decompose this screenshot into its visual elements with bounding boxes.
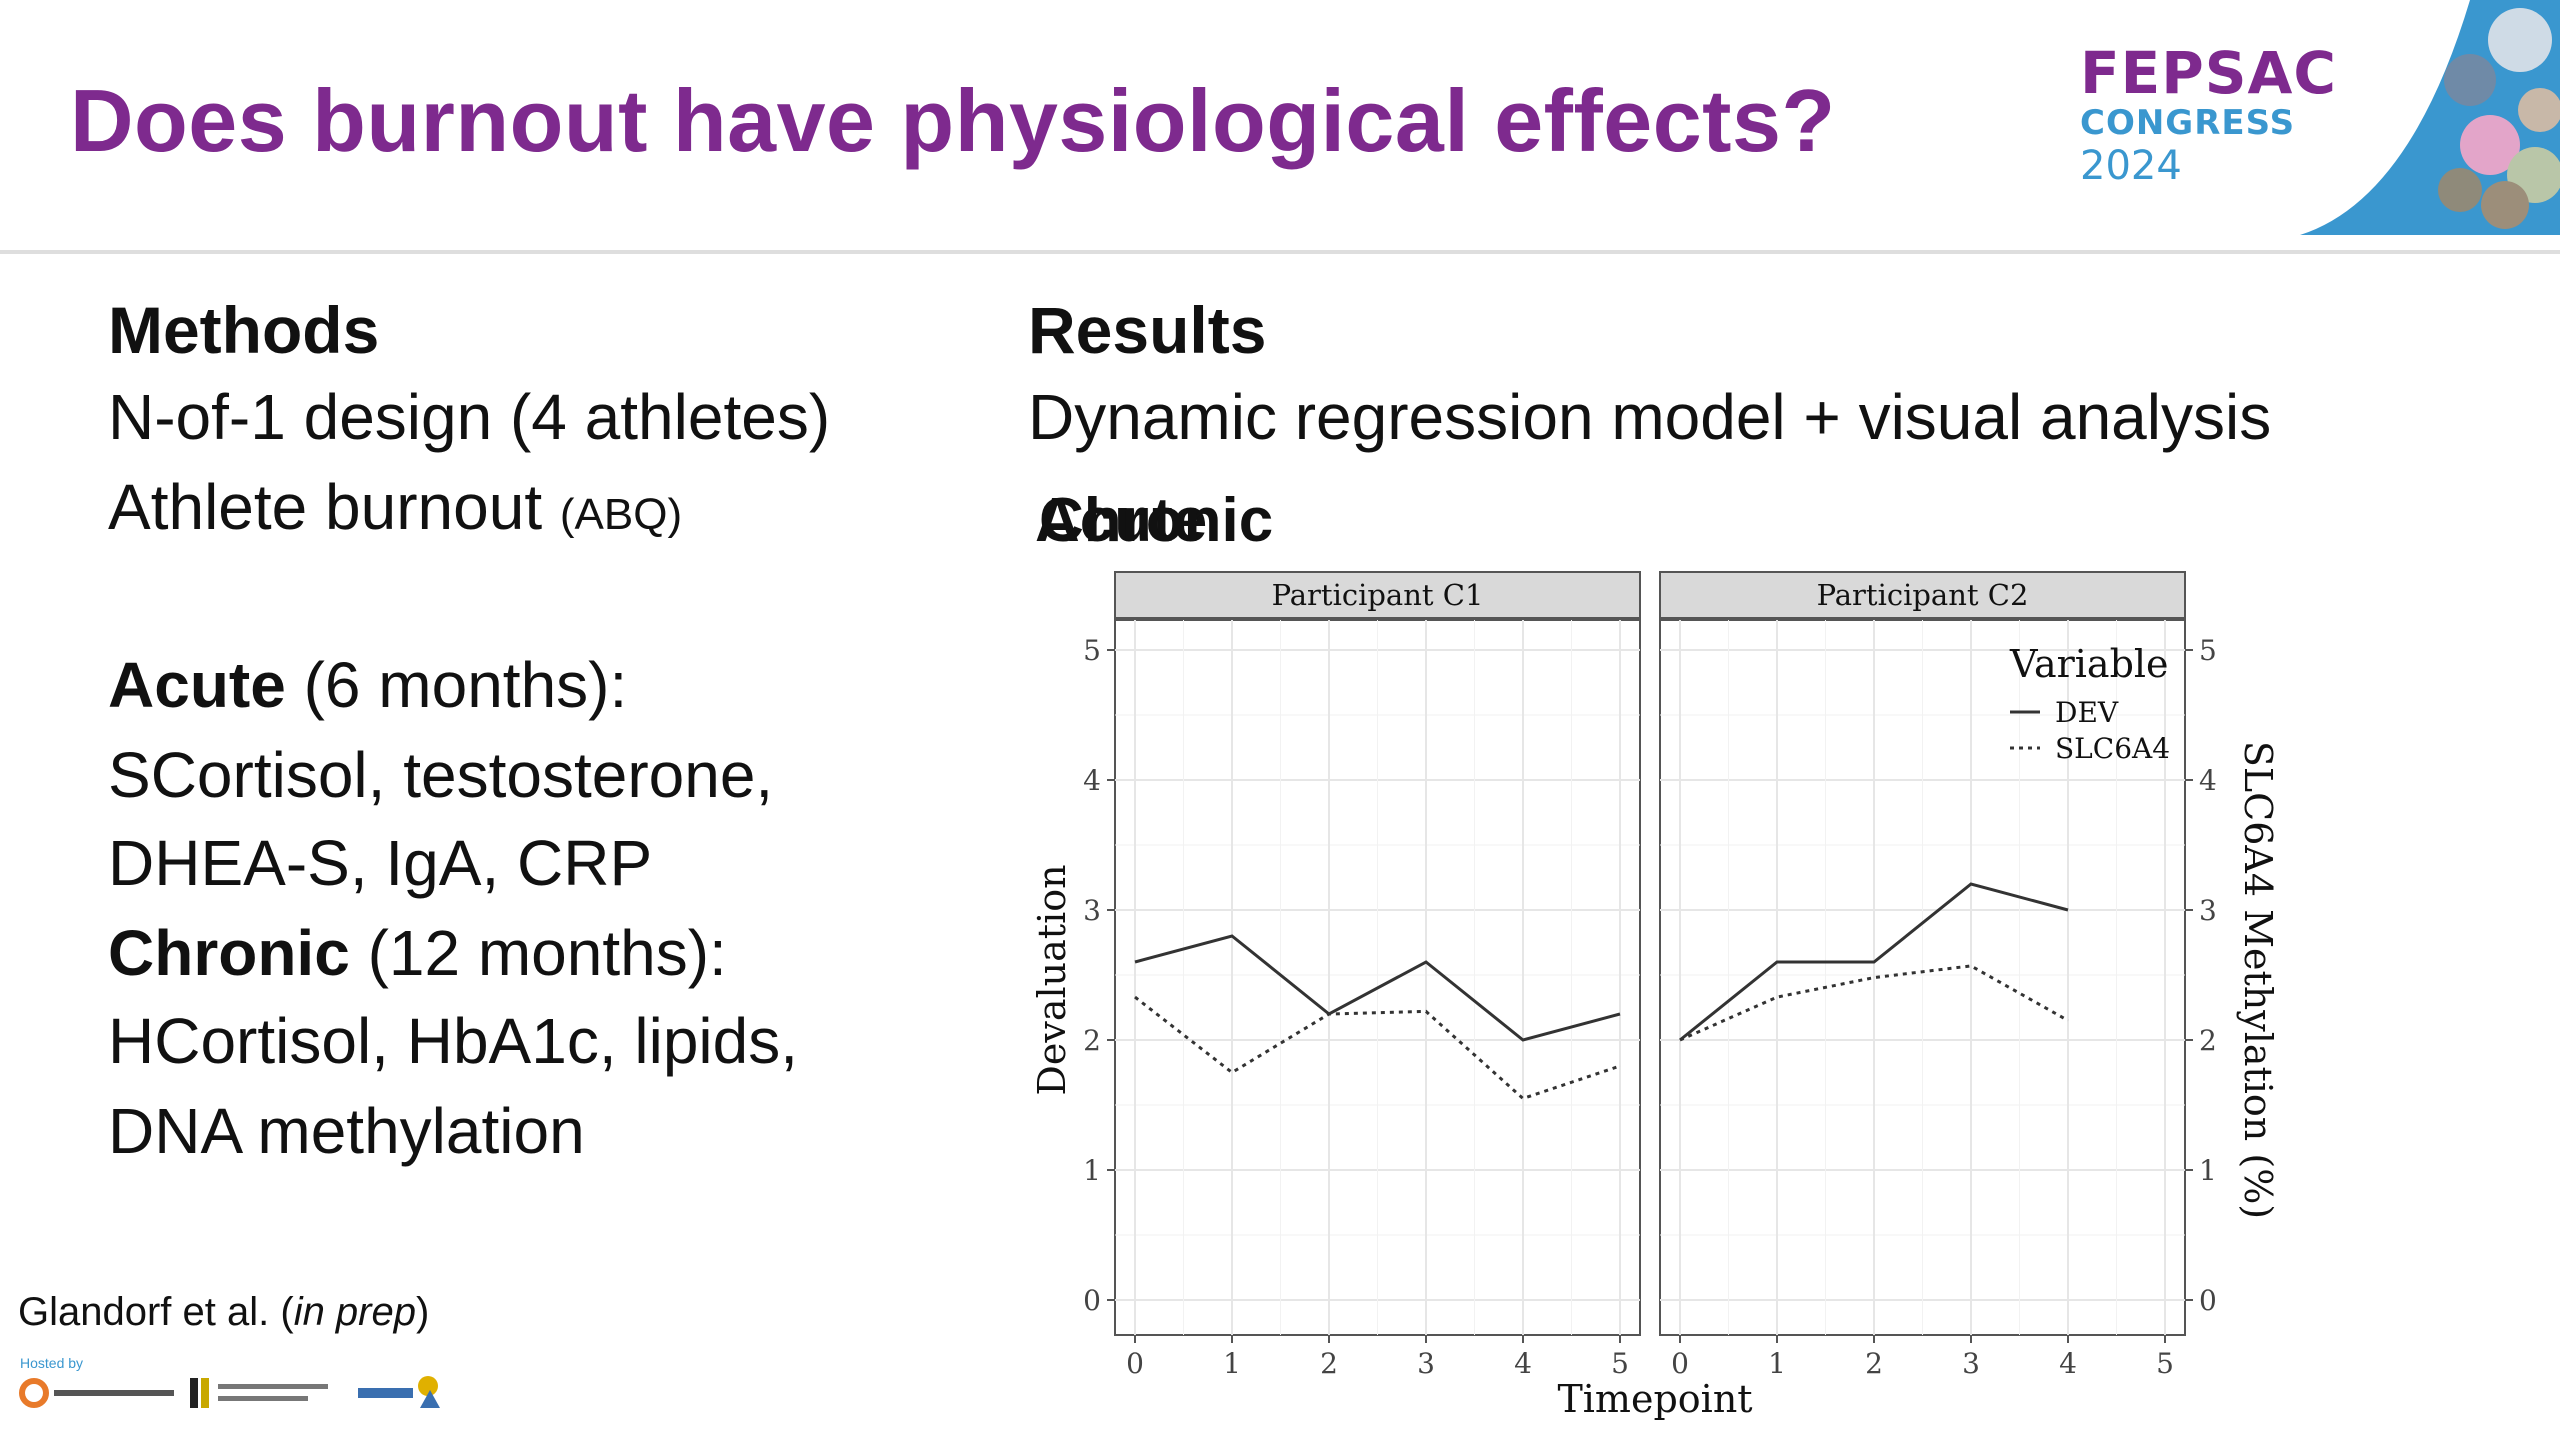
methods-burnout: Athlete burnout (ABQ) xyxy=(108,470,682,544)
chronic-markers-2: DNA methylation xyxy=(108,1095,585,1167)
x-tick-label: 5 xyxy=(1611,1347,1629,1380)
y-tick-label-left: 3 xyxy=(1083,894,1101,927)
slide-title: Does burnout have physiological effects? xyxy=(70,71,1836,170)
acute-duration: (6 months): xyxy=(285,649,628,721)
chronic-markers-1: HCortisol, HbA1c, lipids, xyxy=(108,1005,798,1077)
chart-legend: Variable DEV SLC6A4 xyxy=(2009,642,2170,765)
citation: Glandorf et al. (in prep) xyxy=(18,1290,429,1335)
methods-burnout-main: Athlete burnout xyxy=(108,471,560,543)
y-axis-title-left: Devaluation xyxy=(1030,864,1074,1095)
legend-title: Variable xyxy=(2009,642,2169,686)
y-tick-label-right: 4 xyxy=(2199,764,2217,797)
y-tick-label-right: 0 xyxy=(2199,1284,2217,1317)
logo-line-congress: CONGRESS xyxy=(2080,103,2296,143)
y-tick-label-right: 1 xyxy=(2199,1154,2217,1187)
y-tick-label-left: 2 xyxy=(1083,1024,1101,1057)
overlap-label-acute: Acute xyxy=(1035,486,1208,555)
chronic-label: Chronic xyxy=(108,917,350,989)
sponsor-logo-1 xyxy=(19,1378,174,1408)
x-tick-label: 1 xyxy=(1223,1347,1241,1380)
logo-line-year: 2024 xyxy=(2080,143,2182,189)
sponsor-logos xyxy=(19,1376,440,1408)
citation-authors: Glandorf et al. ( xyxy=(18,1290,294,1334)
x-axis-title: Timepoint xyxy=(1557,1377,1752,1421)
x-tick-label: 2 xyxy=(1865,1347,1883,1380)
methods-heading: Methods xyxy=(108,293,380,367)
x-tick-label: 5 xyxy=(2156,1347,2174,1380)
methods-design: N-of-1 design (4 athletes) xyxy=(108,381,831,453)
methods-burnout-abbrev: (ABQ) xyxy=(559,490,683,539)
chronic-heading: Chronic (12 months): xyxy=(108,916,727,990)
series-slc6a4-line xyxy=(1134,995,1621,1101)
legend-label-slc6a4: SLC6A4 xyxy=(2055,732,2170,765)
legend-label-dev: DEV xyxy=(2055,696,2119,729)
x-tick-label: 1 xyxy=(1768,1347,1786,1380)
x-tick-label: 0 xyxy=(1126,1347,1144,1380)
title-divider xyxy=(0,250,2560,254)
acute-markers-1: SCortisol, testosterone, xyxy=(108,739,774,811)
overlap-label-chronic: Chronic xyxy=(1039,486,1274,555)
acute-markers-2: DHEA-S, IgA, CRP xyxy=(108,827,653,899)
y-axis-title-right: SLC6A4 Methylation (%) xyxy=(2236,741,2280,1219)
y-tick-label-right: 2 xyxy=(2199,1024,2217,1057)
x-tick-label: 4 xyxy=(2059,1347,2077,1380)
y-tick-label-left: 4 xyxy=(1083,764,1101,797)
acute-heading: Acute (6 months): xyxy=(108,648,627,722)
panel-strip xyxy=(1659,571,2186,619)
logo-wordmark: FEPSAC CONGRESS 2024 xyxy=(2080,44,2337,186)
fepsac-logo: FEPSAC CONGRESS 2024 xyxy=(2050,0,2560,235)
x-tick-label: 2 xyxy=(1320,1347,1338,1380)
hosted-by-label: Hosted by xyxy=(20,1355,84,1371)
logo-line-fepsac: FEPSAC xyxy=(2080,39,2337,107)
results-analysis: Dynamic regression model + visual analys… xyxy=(1028,381,2272,453)
x-tick-label: 0 xyxy=(1671,1347,1689,1380)
sponsor-logo-2 xyxy=(190,1378,328,1408)
acute-label: Acute xyxy=(108,649,286,721)
panel-title: Participant C1 xyxy=(1272,578,1484,612)
panel-title: Participant C2 xyxy=(1817,578,2029,612)
series-dev-line xyxy=(1134,934,1621,1042)
x-tick-label: 3 xyxy=(1962,1347,1980,1380)
chronic-duration: (12 months): xyxy=(349,917,727,989)
citation-close: ) xyxy=(416,1290,430,1334)
panel-1: Participant C1 0 1 2 3 4 5 0 1 2 3 4 5 xyxy=(1083,571,1641,1380)
y-tick-label-left: 1 xyxy=(1083,1154,1101,1187)
y-tick-label-right: 3 xyxy=(2199,894,2217,927)
y-tick-label-left: 0 xyxy=(1083,1284,1101,1317)
logo-photo-collage xyxy=(2300,0,2560,235)
x-tick-label: 3 xyxy=(1417,1347,1435,1380)
citation-status: in prep xyxy=(293,1290,416,1334)
x-tick-label: 4 xyxy=(1514,1347,1532,1380)
results-heading: Results xyxy=(1028,293,1267,367)
y-tick-label-right: 5 xyxy=(2199,634,2217,667)
y-tick-label-left: 5 xyxy=(1083,634,1101,667)
sponsor-logo-fepsac xyxy=(358,1376,440,1408)
panel-strip xyxy=(1114,571,1641,619)
